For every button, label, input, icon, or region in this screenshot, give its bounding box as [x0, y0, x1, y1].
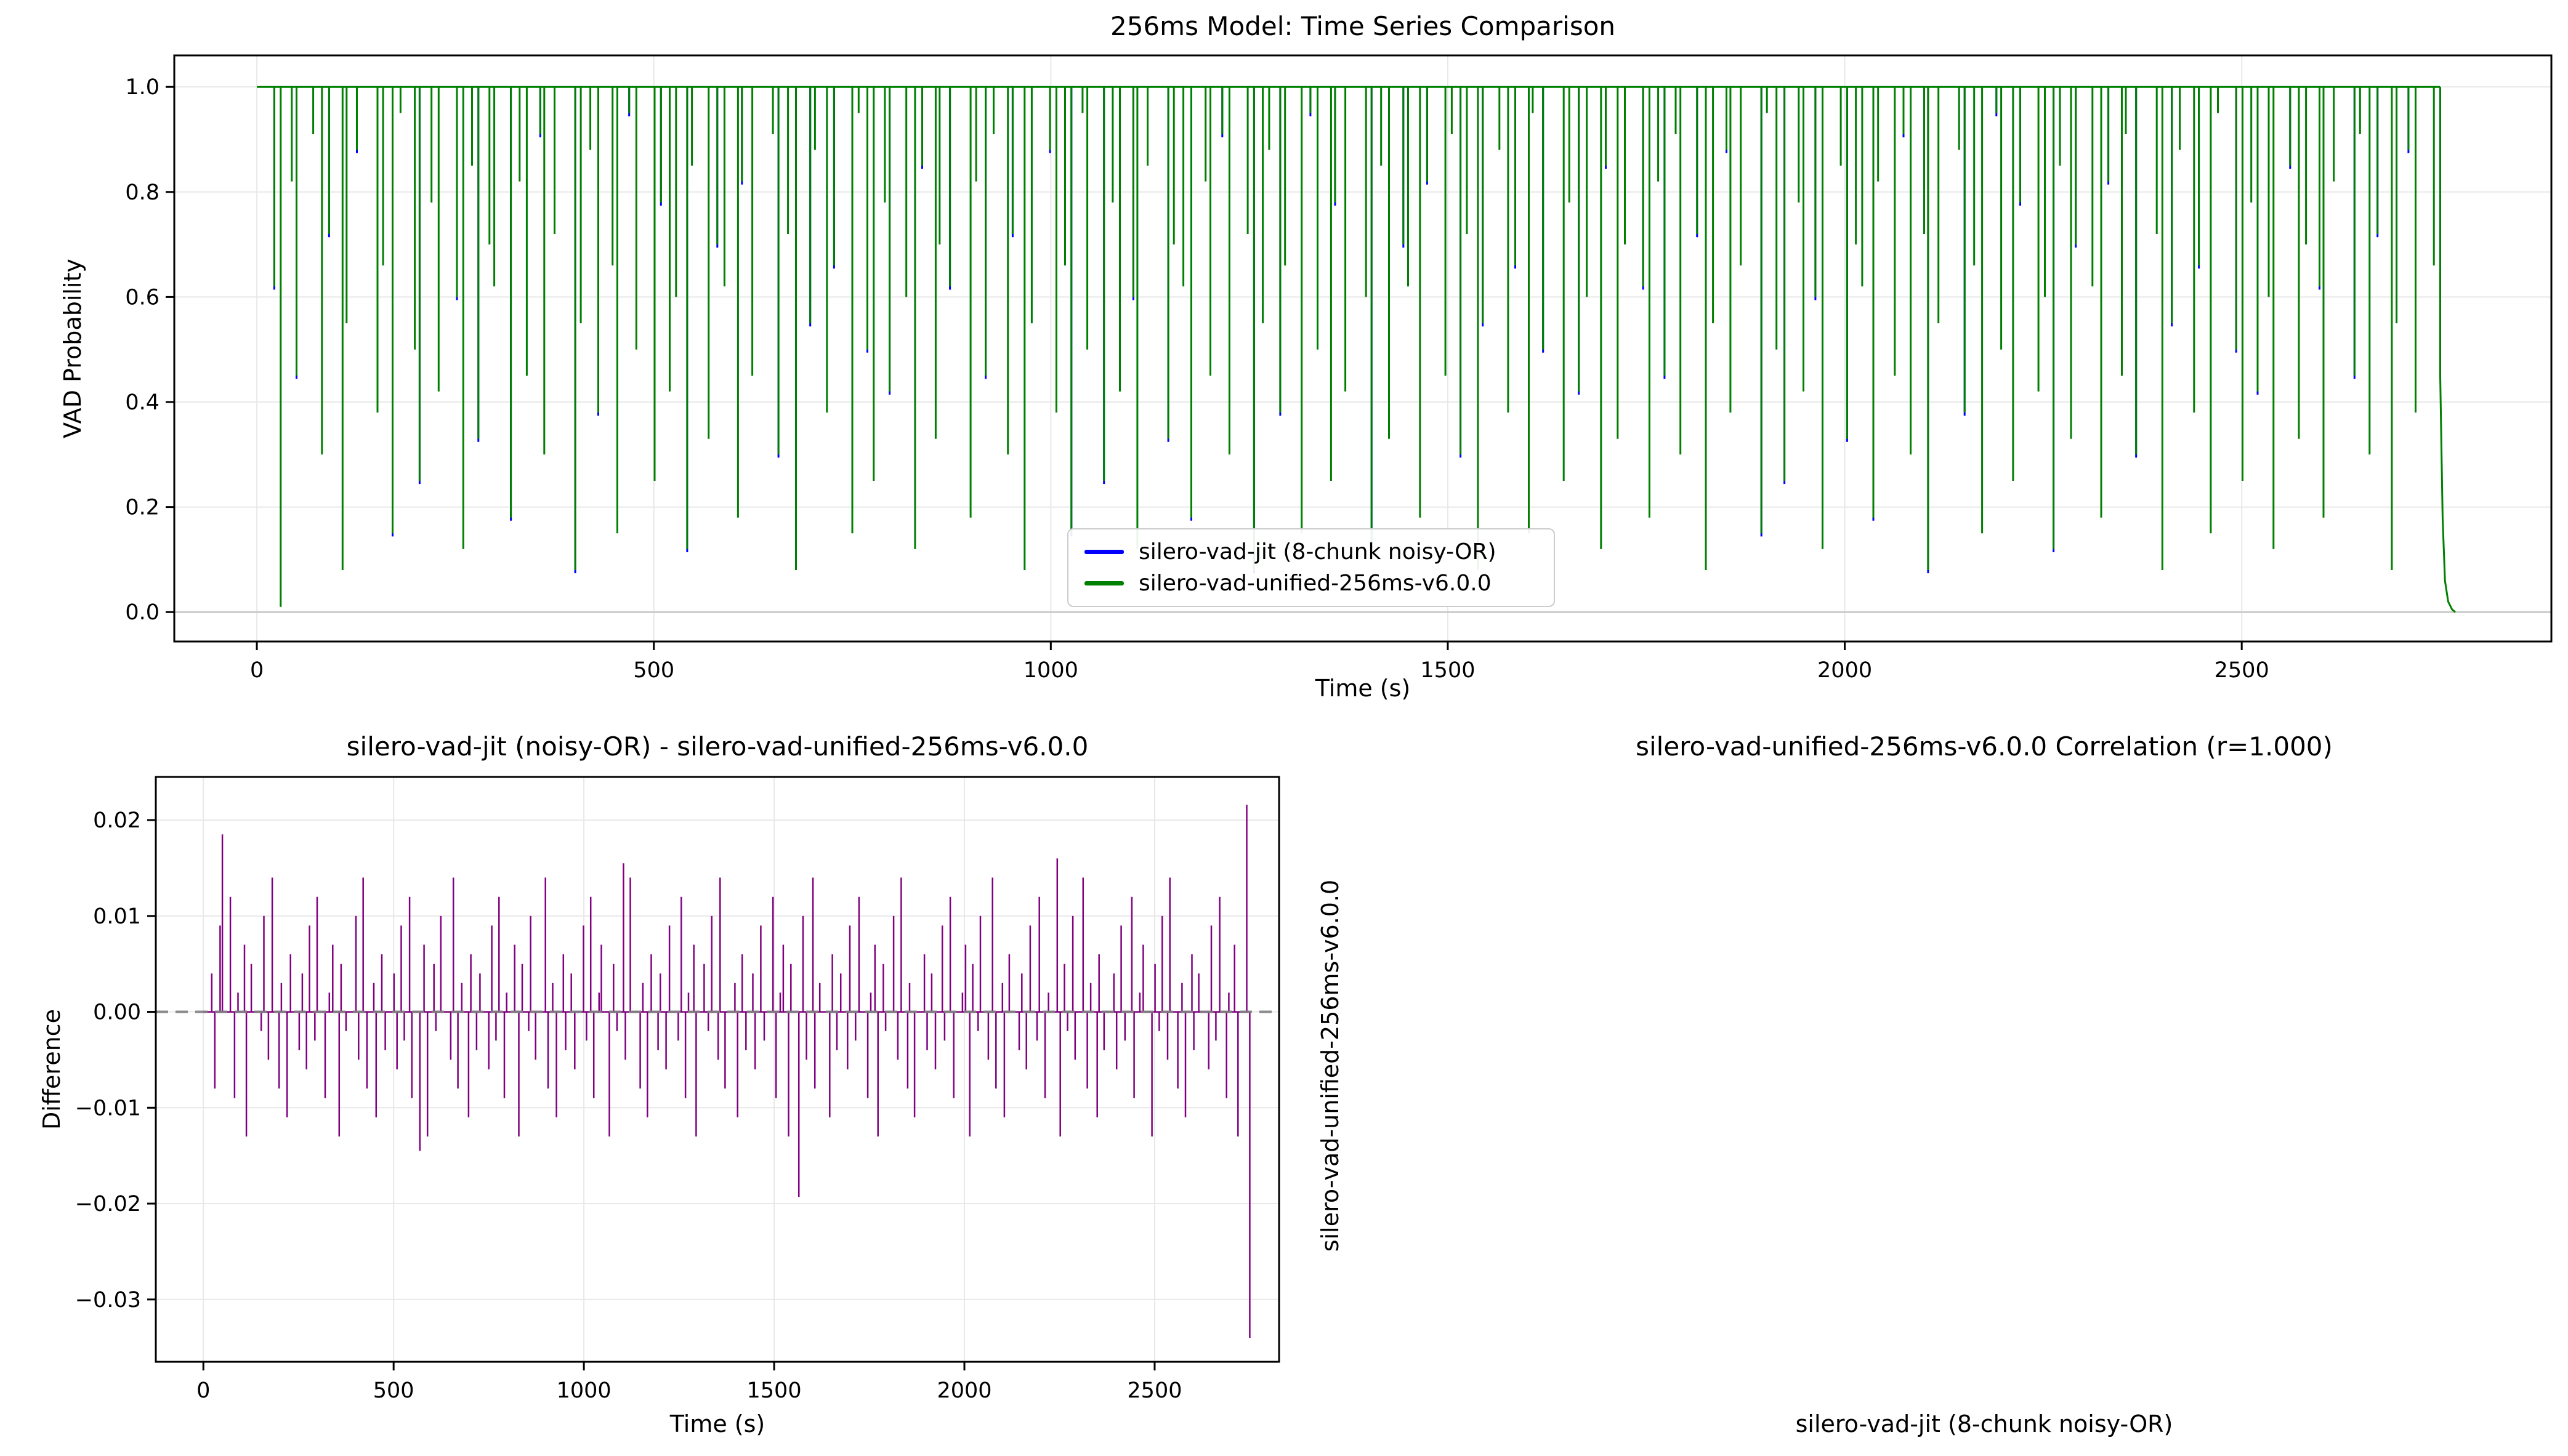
svg-text:0.8: 0.8 — [125, 180, 159, 205]
svg-text:2500: 2500 — [1127, 1378, 1182, 1403]
svg-text:0.6: 0.6 — [125, 285, 159, 310]
difference-xlabel: Time (s) — [669, 1410, 765, 1438]
legend-line-green — [1084, 581, 1124, 585]
legend-entry-jit: silero-vad-jit (8-chunk noisy-OR) — [1084, 539, 1538, 565]
legend-label-jit: silero-vad-jit (8-chunk noisy-OR) — [1139, 539, 1496, 565]
svg-text:1500: 1500 — [1420, 658, 1475, 683]
svg-text:0.00: 0.00 — [93, 1000, 141, 1025]
svg-text:0.2: 0.2 — [125, 496, 159, 520]
legend-line-blue — [1084, 550, 1124, 554]
correlation-title: silero-vad-unified-256ms-v6.0.0 Correlat… — [1636, 731, 2333, 762]
svg-text:500: 500 — [373, 1378, 414, 1403]
timeseries-unified-line — [257, 86, 2456, 613]
difference-ylabel: Difference — [38, 1009, 65, 1130]
svg-text:1.0: 1.0 — [125, 75, 159, 100]
svg-text:1500: 1500 — [747, 1378, 802, 1403]
svg-text:0.01: 0.01 — [93, 904, 141, 929]
svg-text:−0.01: −0.01 — [75, 1096, 141, 1120]
correlation-xlabel: silero-vad-jit (8-chunk noisy-OR) — [1795, 1410, 2173, 1438]
svg-text:−0.02: −0.02 — [75, 1192, 141, 1217]
svg-text:0.4: 0.4 — [125, 390, 159, 415]
svg-text:1000: 1000 — [557, 1378, 612, 1403]
svg-text:2500: 2500 — [2215, 658, 2269, 683]
correlation-ylabel: silero-vad-unified-256ms-v6.0.0 — [1317, 879, 1344, 1252]
svg-text:0: 0 — [196, 1378, 210, 1403]
svg-text:0: 0 — [250, 658, 264, 683]
svg-text:2000: 2000 — [937, 1378, 991, 1403]
svg-text:0.0: 0.0 — [125, 600, 159, 625]
legend: silero-vad-jit (8-chunk noisy-OR) silero… — [1067, 528, 1555, 607]
difference-frame: 0 500 1000 1500 2000 2500 0.02 0.01 0.00 −0.01 −0.… — [75, 776, 1280, 1403]
timeseries-ylabel: VAD Probability — [59, 259, 86, 438]
timeseries-frame: 0 500 1000 1500 2000 2500 0.0 0.2 0.4 0.6 0.8 1.0 — [125, 54, 2553, 683]
difference-line — [203, 805, 1251, 1338]
svg-text:−0.03: −0.03 — [75, 1288, 141, 1313]
svg-text:500: 500 — [633, 658, 674, 683]
timeseries-title: 256ms Model: Time Series Comparison — [1110, 11, 1616, 41]
svg-text:0.02: 0.02 — [93, 808, 141, 833]
difference-grid — [156, 777, 1279, 1362]
difference-title: silero-vad-jit (noisy-OR) - silero-vad-u… — [346, 731, 1089, 762]
legend-label-unified: silero-vad-unified-256ms-v6.0.0 — [1139, 571, 1492, 596]
legend-entry-unified: silero-vad-unified-256ms-v6.0.0 — [1084, 571, 1538, 596]
timeseries-xlabel: Time (s) — [1315, 675, 1411, 702]
svg-text:2000: 2000 — [1817, 658, 1872, 683]
svg-text:1000: 1000 — [1024, 658, 1078, 683]
